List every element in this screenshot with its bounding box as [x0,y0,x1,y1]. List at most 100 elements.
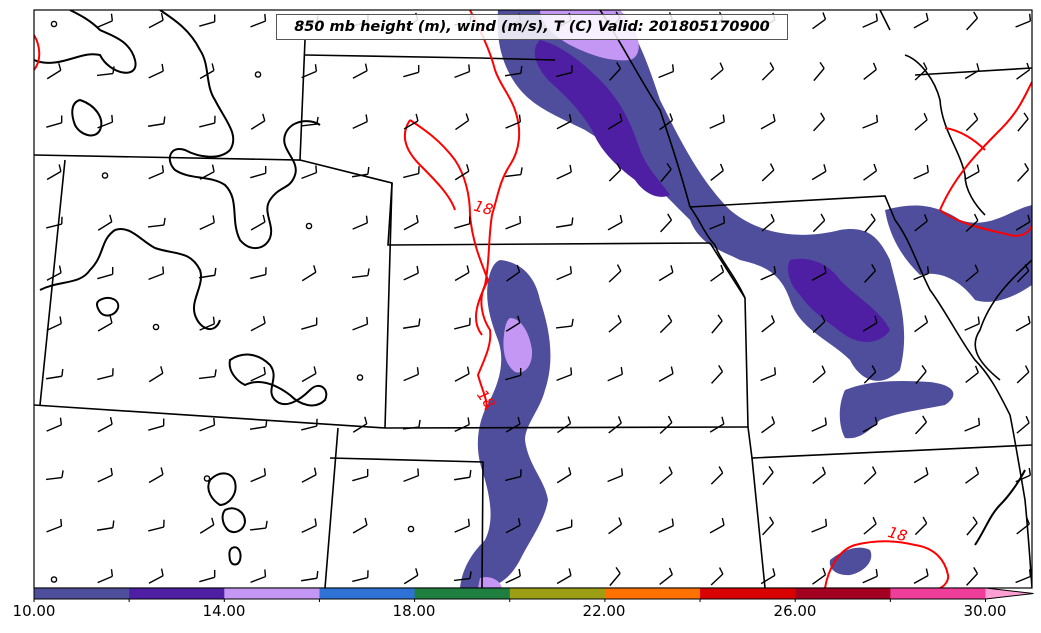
wind-barb [148,568,164,584]
border-line [304,54,556,61]
wind-barb [407,525,415,533]
temperature-contour-18 [34,34,41,71]
wind-barb [761,315,775,333]
wind-barb [199,316,216,331]
colorbar-tick-label: 18.00 [392,602,436,620]
wind-barb [403,214,419,231]
wind-barb [352,416,368,433]
wind-barb [760,367,777,382]
wind-barb [710,466,724,485]
wind-barb [556,266,573,281]
border-line [914,67,1032,76]
height-contour [96,297,120,317]
wind-barb [862,416,878,433]
wind-barb [356,374,364,381]
wind-barb [862,315,878,332]
wind-barb [97,315,113,332]
border-line [689,206,746,299]
wind-barb [709,517,725,534]
wind-barb [966,567,979,586]
wind-barb [914,516,928,536]
wind-barb [966,11,979,31]
wind-barb [46,115,63,128]
wind-barb [710,567,724,586]
wind-barb [711,365,724,384]
wind-barb [148,165,165,180]
wind-barb [250,315,266,332]
wind-barb [198,369,217,380]
height-contour [207,472,237,507]
wind-barb [352,570,369,583]
wind-barb [813,61,825,82]
wind-barb [812,12,827,30]
wind-barb [556,164,572,180]
wind-barb [455,113,470,131]
height-contour [39,228,221,330]
wind-barb [556,65,573,78]
shade-core-north [534,40,670,197]
wind-barb [403,166,420,179]
wind-barb [556,519,573,532]
wind-barb [152,323,160,331]
wind-barb [148,266,165,281]
wind-barb [709,416,725,433]
wind-barb [97,267,114,280]
wind-barb [505,114,522,129]
colorbar-tick-label: 10.00 [12,602,56,620]
wind-barb [301,518,317,534]
wind-barb [352,63,368,79]
wind-barb [556,568,572,585]
wind-barb [301,418,318,431]
wind-barb [199,517,215,534]
wind-barb [914,315,929,333]
wind-barb [505,368,522,381]
colorbar-segment [604,588,701,599]
border-line [894,219,1032,588]
wind-barb [1016,517,1030,535]
wind-barb [658,265,674,282]
wind-barb [301,467,317,483]
temperature-contour-18 [939,209,1032,237]
wind-barb [608,163,622,182]
wind-barb [658,64,675,79]
wind-barb [761,62,775,81]
wind-barb [505,416,521,433]
wind-barb [913,568,929,584]
wind-barb [199,417,216,432]
wind-barb [864,264,877,283]
colorbar-segment [795,588,891,599]
wind-barb [46,164,62,181]
wind-barb [1016,365,1030,384]
shade-blob-southeast [839,380,954,439]
wind-barb [863,365,877,384]
wind-barb [608,517,623,535]
wind-barb [913,266,930,281]
wind-barb [506,264,521,282]
wind-barb [557,416,572,434]
border-line [974,259,1032,381]
wind-barb [250,468,267,483]
wind-barb [965,466,980,484]
height-contour [159,10,321,249]
wind-barb [1017,112,1029,132]
height-contours [34,10,1026,566]
wind-barb [351,166,370,178]
wind-barb [863,163,878,181]
wind-barb [709,215,726,230]
wind-barb [1015,214,1031,231]
colorbar-segment [319,588,416,599]
colorbar-segment [34,588,130,599]
wind-barb [301,165,318,180]
wind-barb [46,63,62,80]
wind-barb [199,215,215,231]
wind-barb [812,365,826,384]
wind-barb [659,567,673,585]
border-line [329,457,484,588]
wind-barb [1017,163,1030,182]
wind-barb [658,518,675,533]
colorbar-tick-label: 14.00 [202,602,246,620]
wind-barb [1015,467,1032,483]
wind-barb [660,213,673,233]
wind-barb [1015,569,1032,584]
wind-barb [556,113,572,130]
